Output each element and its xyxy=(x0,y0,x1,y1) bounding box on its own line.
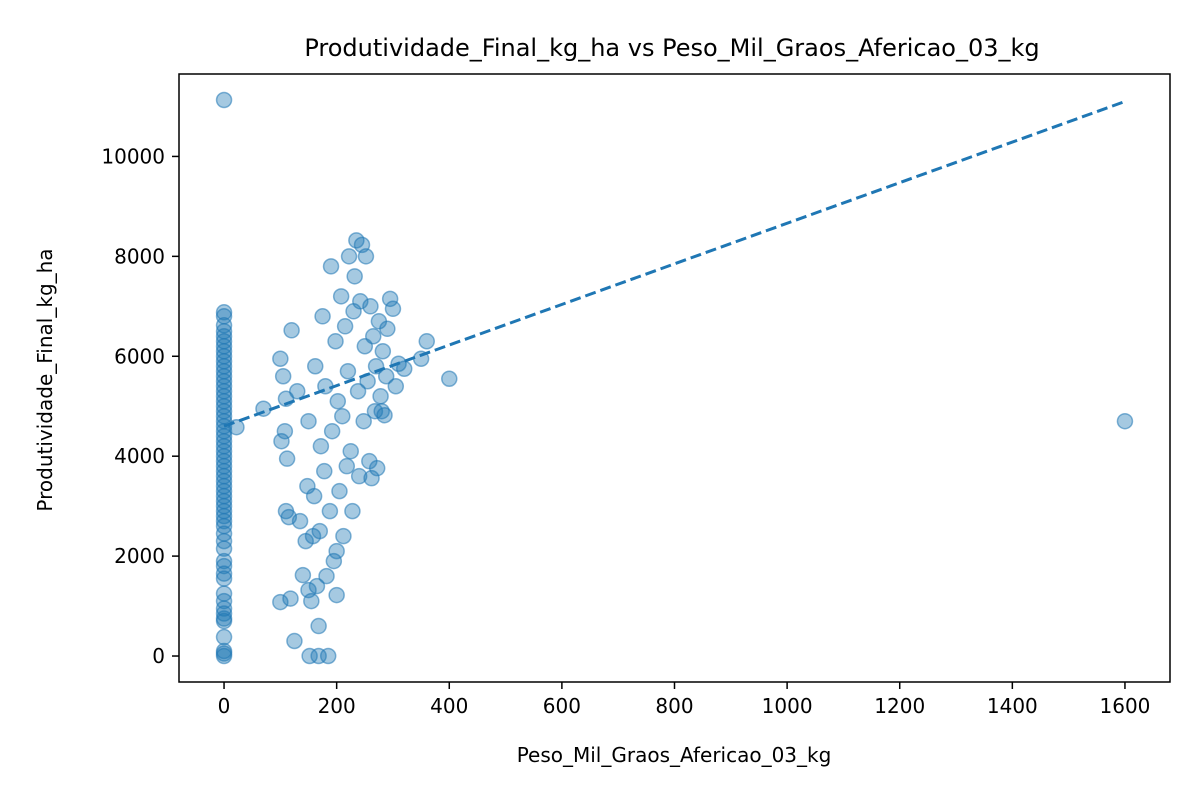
scatter-point xyxy=(350,467,368,485)
y-axis-ticks: 0 2000 4000 6000 8000 10000 xyxy=(101,144,179,668)
scatter-point xyxy=(215,628,233,646)
scatter-point xyxy=(329,392,347,410)
scatter-point xyxy=(215,552,233,570)
scatter-point xyxy=(328,586,345,604)
scatter-point xyxy=(334,407,351,425)
x-tick-label: 1200 xyxy=(874,694,925,718)
scatter-point xyxy=(363,469,380,487)
scatter-point xyxy=(365,328,382,345)
x-tick-label: 600 xyxy=(543,694,581,718)
scatter-point xyxy=(325,552,343,570)
scatter-point xyxy=(374,343,392,360)
y-tick-label: 4000 xyxy=(114,444,165,468)
scatter-point xyxy=(215,512,233,530)
y-tick-label: 10000 xyxy=(101,144,165,168)
scatter-point xyxy=(215,647,233,665)
scatter-point xyxy=(368,459,386,477)
scatter-point xyxy=(215,304,233,321)
scatter-point xyxy=(228,418,245,436)
scatter-point xyxy=(272,350,289,368)
scatter-point xyxy=(328,542,345,560)
scatter-point xyxy=(352,293,369,310)
points-layer xyxy=(215,91,1134,665)
x-axis-ticks: 0 200 400 600 800 1000 1200 1400 1600 xyxy=(218,682,1151,718)
scatter-point xyxy=(307,358,324,375)
scatter-point xyxy=(291,512,309,530)
scatter-point xyxy=(215,612,233,630)
scatter-point xyxy=(314,308,331,325)
scatter-point xyxy=(357,248,375,265)
scatter-point xyxy=(349,382,367,400)
x-tick-label: 0 xyxy=(218,694,231,718)
scatter-point xyxy=(362,298,379,315)
scatter-point xyxy=(377,368,395,385)
scatter-point xyxy=(379,320,396,338)
scatter-point xyxy=(322,258,340,275)
y-tick-label: 2000 xyxy=(114,544,165,568)
scatter-point xyxy=(276,422,294,440)
scatter-point xyxy=(340,248,358,265)
y-axis-title: Produtividade_Final_kg_ha xyxy=(33,248,57,511)
scatter-point xyxy=(312,437,330,455)
scatter-point xyxy=(335,527,352,545)
scatter-point xyxy=(387,377,405,395)
scatter-point xyxy=(321,502,339,520)
scatter-point xyxy=(294,566,312,584)
x-tick-label: 400 xyxy=(430,694,468,718)
y-tick-label: 8000 xyxy=(114,244,165,268)
scatter-point xyxy=(342,442,359,460)
scatter-point xyxy=(278,450,296,467)
scatter-point xyxy=(215,540,233,557)
x-tick-label: 800 xyxy=(655,694,693,718)
x-tick-label: 1400 xyxy=(987,694,1038,718)
chart-title: Produtividade_Final_kg_ha vs Peso_Mil_Gr… xyxy=(304,34,1039,62)
scatter-point xyxy=(274,368,292,385)
x-axis-title: Peso_Mil_Graos_Afericao_03_kg xyxy=(517,743,832,767)
scatter-point xyxy=(215,565,233,582)
scatter-point xyxy=(311,522,329,540)
y-tick-label: 0 xyxy=(152,644,165,668)
scatter-point xyxy=(376,406,393,424)
scatter-point xyxy=(282,590,299,607)
scatter-point xyxy=(323,422,341,440)
scatter-point xyxy=(384,300,402,318)
scatter-point xyxy=(319,647,337,665)
scatter-point xyxy=(305,487,323,505)
y-tick-label: 6000 xyxy=(114,344,165,368)
scatter-point xyxy=(318,567,335,585)
scatter-point xyxy=(303,592,320,610)
scatter-point xyxy=(288,382,306,400)
scatter-point xyxy=(372,387,389,405)
scatter-point xyxy=(395,360,413,378)
scatter-point xyxy=(273,432,290,450)
scatter-point xyxy=(1116,412,1134,430)
scatter-point xyxy=(327,333,344,350)
scatter-point xyxy=(332,288,350,305)
scatter-point xyxy=(215,91,233,109)
scatter-point xyxy=(336,318,354,335)
scatter-point xyxy=(272,593,289,611)
scatter-point xyxy=(331,482,348,500)
scatter-point xyxy=(346,268,363,285)
scatter-point xyxy=(338,457,356,475)
scatter-point xyxy=(344,502,361,520)
x-tick-label: 200 xyxy=(318,694,356,718)
scatter-point xyxy=(283,322,300,339)
scatter-point xyxy=(300,412,317,430)
scatter-point xyxy=(215,570,233,587)
scatter-point xyxy=(301,647,318,665)
scatter-point xyxy=(316,462,333,480)
scatter-point xyxy=(355,412,372,430)
x-tick-label: 1600 xyxy=(1100,694,1151,718)
scatter-point xyxy=(418,333,435,350)
scatter-point xyxy=(381,290,399,308)
scatter-point xyxy=(339,363,357,380)
scatter-point xyxy=(286,632,303,650)
scatter-point xyxy=(310,617,327,635)
x-tick-label: 1000 xyxy=(762,694,813,718)
scatter-point xyxy=(441,370,458,387)
scatter-point xyxy=(308,577,326,595)
